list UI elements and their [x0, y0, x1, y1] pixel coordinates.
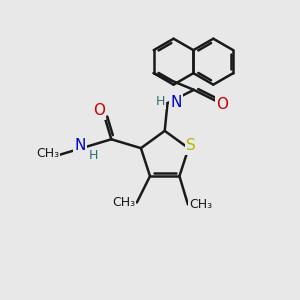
Text: H: H: [155, 95, 165, 108]
Text: CH₃: CH₃: [36, 147, 59, 160]
Text: H: H: [89, 149, 99, 162]
Text: N: N: [170, 95, 182, 110]
Text: O: O: [216, 97, 228, 112]
Text: S: S: [186, 138, 196, 153]
Text: N: N: [75, 138, 86, 153]
Text: CH₃: CH₃: [189, 198, 212, 211]
Text: CH₃: CH₃: [112, 196, 135, 209]
Text: O: O: [93, 103, 105, 118]
